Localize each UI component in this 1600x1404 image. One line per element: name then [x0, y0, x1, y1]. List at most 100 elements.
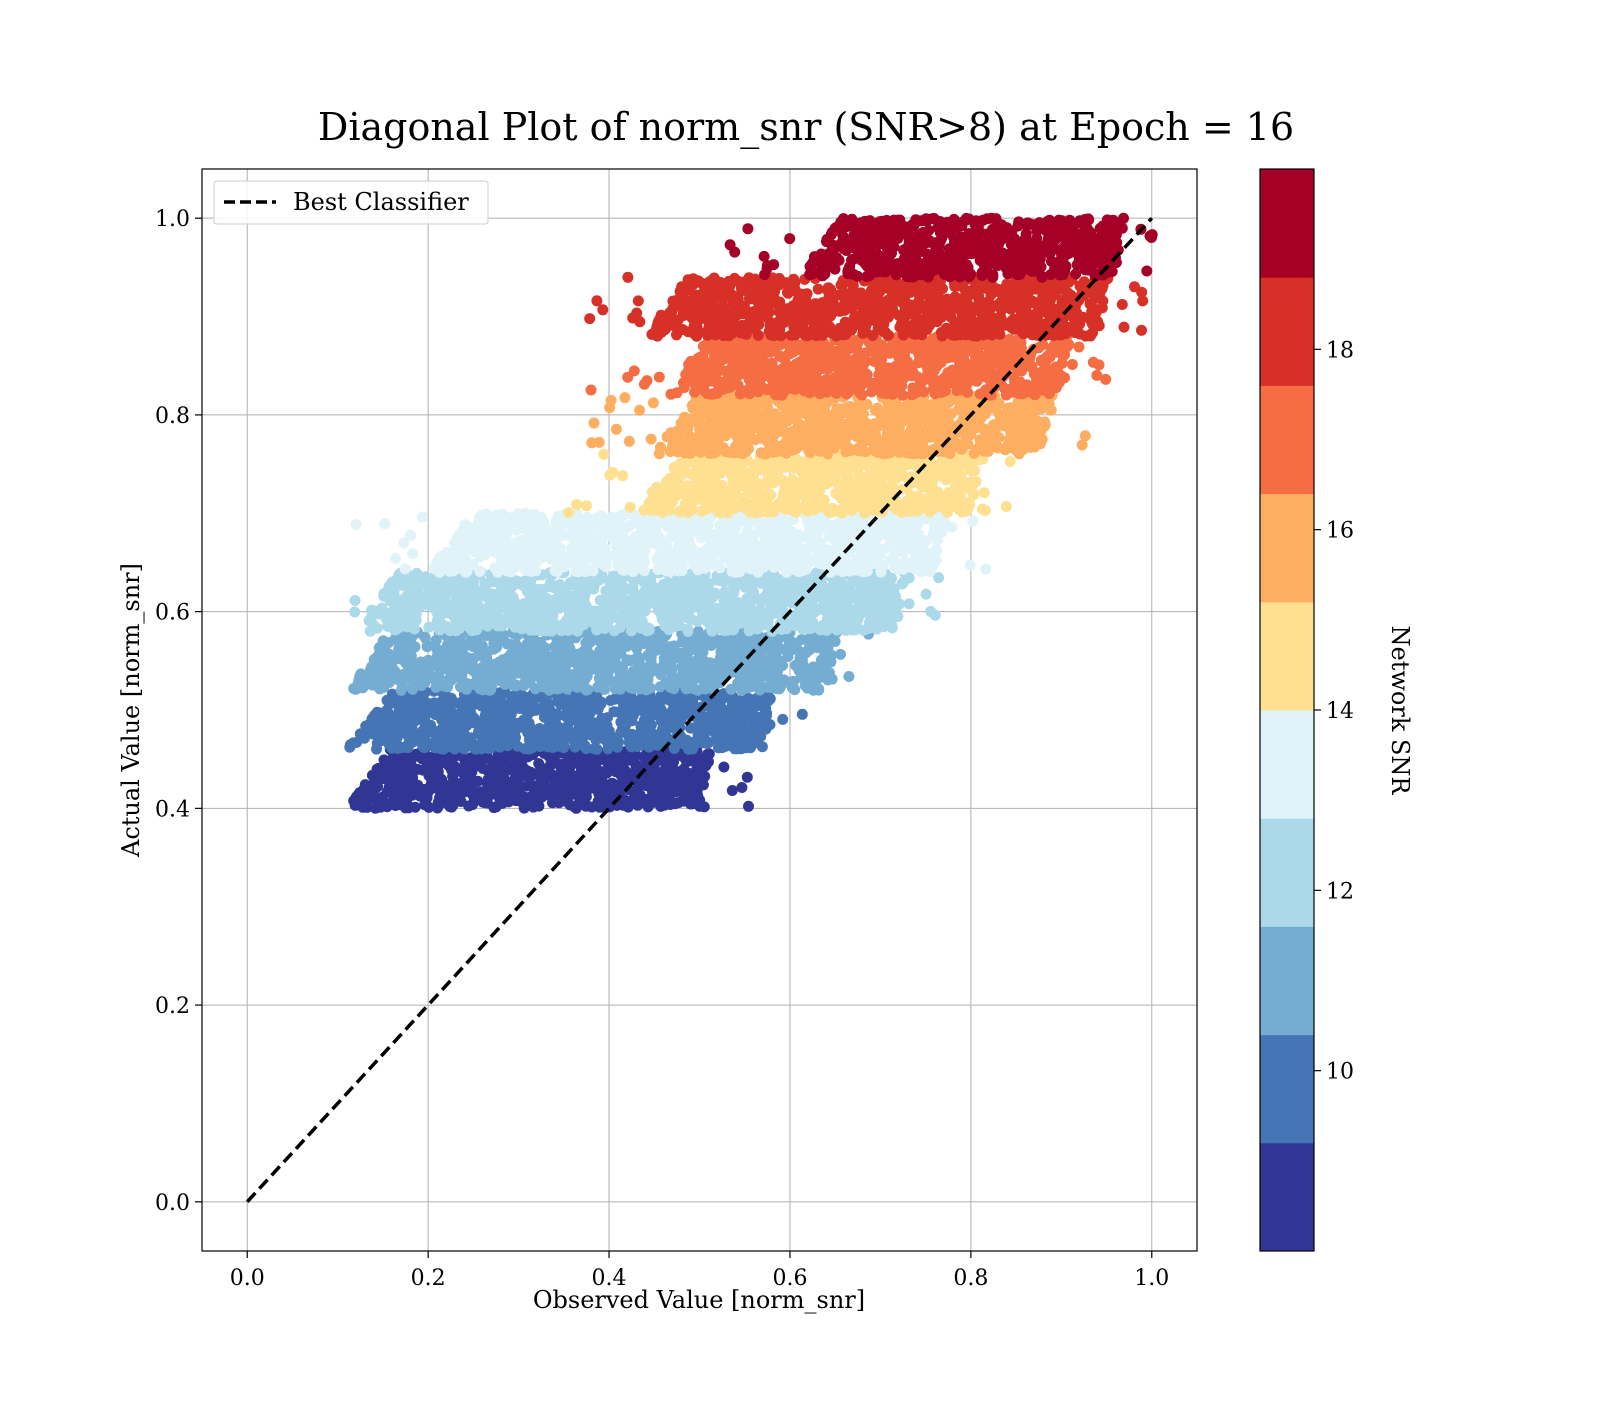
scatter-point	[475, 527, 486, 538]
scatter-point	[533, 758, 544, 769]
scatter-point	[672, 522, 683, 533]
scatter-point	[406, 707, 417, 718]
scatter-point	[667, 550, 678, 561]
scatter-point	[552, 787, 563, 798]
scatter-point	[893, 564, 904, 575]
scatter-point	[843, 671, 854, 682]
scatter-point	[835, 649, 846, 660]
scatter-point	[417, 512, 428, 523]
scatter-point	[637, 697, 648, 708]
scatter-point	[925, 551, 936, 562]
scatter-point	[576, 671, 587, 682]
scatter-point	[506, 709, 517, 720]
scatter-point	[384, 739, 395, 750]
scatter-point	[773, 586, 784, 597]
scatter-point	[940, 517, 951, 528]
scatter-point	[752, 621, 763, 632]
scatter-point	[646, 768, 657, 779]
scatter-point	[801, 665, 812, 676]
scatter-point	[755, 731, 766, 742]
scatter-point	[683, 626, 694, 637]
scatter-point	[845, 584, 856, 595]
scatter-point	[374, 683, 385, 694]
scatter-point	[525, 592, 536, 603]
scatter-point	[423, 802, 434, 813]
scatter-point	[879, 611, 890, 622]
scatter-point	[617, 546, 628, 557]
scatter-point	[705, 610, 716, 621]
scatter-point	[660, 783, 671, 794]
scatter-point	[351, 737, 362, 748]
scatter-point	[585, 783, 596, 794]
scatter-point	[746, 563, 757, 574]
scatter-point	[683, 744, 694, 755]
scatter-point	[609, 706, 620, 717]
scatter-point	[596, 510, 607, 521]
scatter-point	[349, 607, 360, 618]
scatter-point	[536, 625, 547, 636]
scatter-point	[557, 674, 568, 685]
scatter-point	[980, 564, 991, 575]
scatter-point	[446, 584, 457, 595]
scatter-point	[517, 518, 528, 529]
scatter-point	[582, 684, 593, 695]
scatter-point	[683, 756, 694, 767]
scatter-point	[680, 776, 691, 787]
scatter-point	[840, 606, 851, 617]
scatter-point	[732, 678, 743, 689]
scatter-point	[879, 621, 890, 632]
scatter-point	[760, 703, 771, 714]
scatter-point	[626, 625, 637, 636]
scatter-point	[502, 740, 513, 751]
scatter-point	[879, 543, 890, 554]
scatter-point	[628, 683, 639, 694]
scatter-point	[811, 543, 822, 554]
scatter-point	[533, 517, 544, 528]
scatter-point	[573, 555, 584, 566]
scatter-point	[787, 676, 798, 687]
scatter-point	[392, 726, 403, 737]
scatter-point	[481, 630, 492, 641]
scatter-point	[554, 600, 565, 611]
scatter-point	[465, 718, 476, 729]
scatter-point	[856, 608, 867, 619]
scatter-point	[655, 703, 666, 714]
scatter-point	[497, 512, 508, 523]
scatter-point	[350, 595, 361, 606]
scatter-point	[904, 598, 915, 609]
scatter-point	[396, 685, 407, 696]
scatter-point	[615, 512, 626, 523]
scatter-point	[580, 637, 591, 648]
scatter-point	[637, 559, 648, 570]
scatter-point	[462, 755, 473, 766]
scatter-point	[379, 590, 390, 601]
scatter-point	[813, 685, 824, 696]
scatter-point	[895, 546, 906, 557]
scatter-point	[750, 551, 761, 562]
scatter-point	[729, 587, 740, 598]
scatter-point	[797, 709, 808, 720]
scatter-point	[642, 650, 653, 661]
scatter-point	[667, 697, 678, 708]
scatter-point	[433, 766, 444, 777]
scatter-point	[620, 706, 631, 717]
scatter-point	[659, 798, 670, 809]
scatter-point	[615, 684, 626, 695]
scatter-point	[673, 797, 684, 808]
scatter-point	[581, 531, 592, 542]
scatter-point	[563, 518, 574, 529]
scatter-point	[839, 519, 850, 530]
scatter-point	[437, 777, 448, 788]
scatter-point	[400, 563, 411, 574]
chart-title: Diagonal Plot of norm_snr (SNR>8) at Epo…	[318, 105, 1294, 150]
scatter-point	[588, 717, 599, 728]
scatter-point	[462, 615, 473, 626]
scatter-point	[728, 623, 739, 634]
scatter-point	[474, 790, 485, 801]
scatter-point	[668, 763, 679, 774]
scatter-point	[643, 719, 654, 730]
scatter-point	[570, 566, 581, 577]
scatter-point	[506, 691, 517, 702]
scatter-point	[528, 666, 539, 677]
